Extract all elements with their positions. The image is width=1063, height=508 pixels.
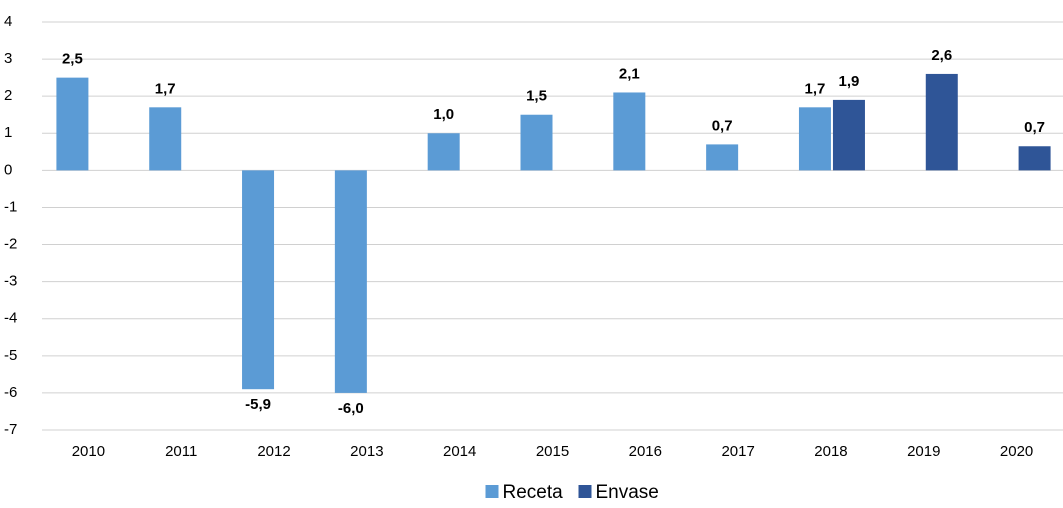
bar xyxy=(1018,146,1051,171)
bar xyxy=(706,144,739,171)
value-label: 2,6 xyxy=(931,47,952,64)
y-tick-label: -3 xyxy=(4,273,17,290)
value-label: 1,7 xyxy=(805,80,826,97)
x-tick-label: 2019 xyxy=(907,443,940,460)
y-tick-label: -6 xyxy=(4,384,17,401)
y-tick-label: -5 xyxy=(4,347,17,364)
value-label: 2,1 xyxy=(619,65,640,82)
bar xyxy=(427,133,460,171)
x-tick-label: 2013 xyxy=(350,443,383,460)
y-tick-label: -1 xyxy=(4,198,17,215)
value-label: 1,0 xyxy=(433,106,454,123)
x-tick-label: 2020 xyxy=(1000,443,1033,460)
x-tick-label: 2016 xyxy=(629,443,662,460)
bar xyxy=(56,77,89,171)
bar xyxy=(520,114,553,171)
legend-swatch xyxy=(578,485,592,498)
legend-label: Receta xyxy=(503,482,564,503)
bar xyxy=(334,170,367,393)
bar xyxy=(832,99,865,171)
value-label: 2,5 xyxy=(62,51,83,68)
x-tick-label: 2014 xyxy=(443,443,476,460)
value-label: -5,9 xyxy=(245,396,271,413)
x-tick-label: 2018 xyxy=(814,443,847,460)
bar xyxy=(925,73,958,171)
value-label: 0,7 xyxy=(712,117,733,134)
y-tick-label: 1 xyxy=(4,124,12,141)
y-tick-label: 4 xyxy=(4,13,12,30)
value-label: 1,5 xyxy=(526,88,547,105)
legend-swatch xyxy=(485,485,499,498)
bar xyxy=(149,107,182,171)
y-tick-label: -7 xyxy=(4,421,17,438)
y-tick-label: 2 xyxy=(4,87,12,104)
legend: Receta Envase xyxy=(485,482,659,503)
y-tick-label: -2 xyxy=(4,236,17,253)
y-tick-label: 0 xyxy=(4,161,12,178)
legend-label: Envase xyxy=(596,482,659,503)
value-label: 0,7 xyxy=(1024,119,1045,136)
value-label: 1,9 xyxy=(839,73,860,90)
y-tick-label: -4 xyxy=(4,310,17,327)
x-tick-label: 2012 xyxy=(257,443,290,460)
bar xyxy=(613,92,646,171)
x-tick-label: 2011 xyxy=(165,443,197,460)
value-label: -6,0 xyxy=(338,400,364,417)
bar xyxy=(798,107,831,171)
value-label: 1,7 xyxy=(155,80,176,97)
x-tick-label: 2010 xyxy=(72,443,105,460)
x-tick-label: 2015 xyxy=(536,443,569,460)
y-tick-label: 3 xyxy=(4,50,12,67)
bar xyxy=(242,170,275,390)
x-tick-label: 2017 xyxy=(721,443,754,460)
